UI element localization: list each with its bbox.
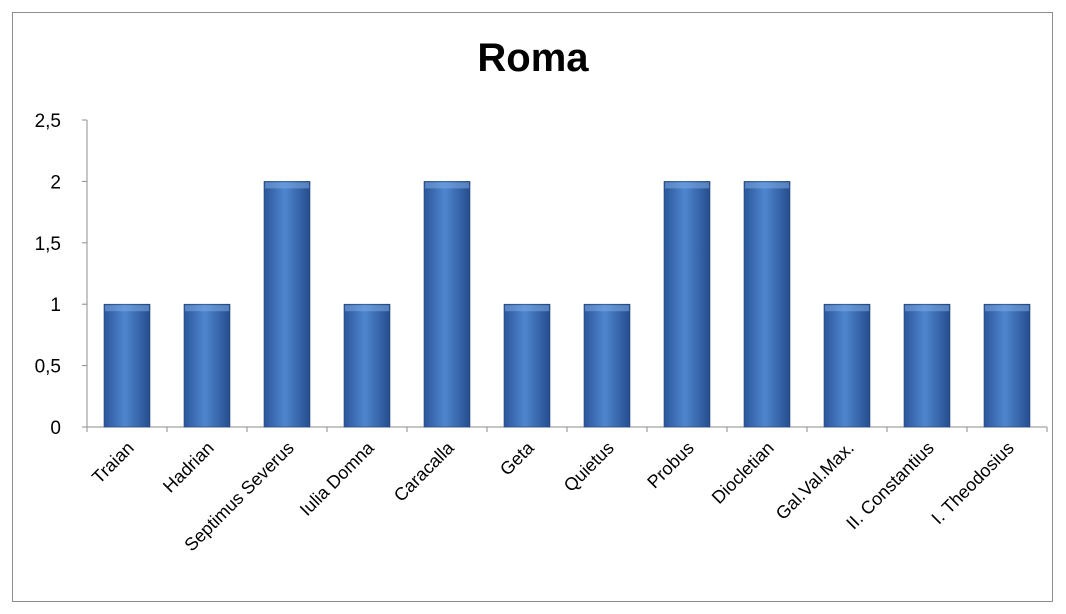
bar <box>503 303 551 428</box>
y-tick-label: 2,5 <box>35 111 61 132</box>
x-tick-label: Iulia Domna <box>296 437 379 520</box>
chart-title: Roma <box>477 36 589 80</box>
bar <box>183 303 231 428</box>
bar <box>263 181 311 428</box>
y-tick-label: 0 <box>50 418 61 439</box>
x-tick-label: I. Theodosius <box>927 438 1017 528</box>
bar-highlight <box>985 305 1029 312</box>
bar <box>903 303 951 428</box>
bar-highlight <box>345 305 389 312</box>
x-tick-label: Probus <box>643 438 697 492</box>
bar <box>983 303 1031 428</box>
x-tick-label: Hadrian <box>159 438 218 497</box>
x-tick-label: Traian <box>88 438 138 488</box>
x-tick-label: Caracalla <box>390 437 459 506</box>
x-tick-label: Diocletian <box>708 438 778 508</box>
y-tick-label: 1 <box>50 295 61 316</box>
bar <box>343 303 391 428</box>
bar-highlight <box>505 305 549 312</box>
bar-highlight <box>105 305 149 312</box>
x-tick-label: Quietus <box>560 438 618 496</box>
bar-highlight <box>185 305 229 312</box>
bar-highlight <box>665 182 709 189</box>
bar-highlight <box>585 305 629 312</box>
bar-highlight <box>745 182 789 189</box>
y-tick-label: 2 <box>50 172 61 193</box>
y-tick-label: 1,5 <box>35 234 61 255</box>
x-tick-label: Gal.Val.Max. <box>772 438 858 524</box>
bar <box>823 303 871 428</box>
y-tick-label: 0,5 <box>35 357 61 378</box>
bar <box>743 181 791 428</box>
bar-highlight <box>425 182 469 189</box>
bar <box>663 181 711 428</box>
bar <box>423 181 471 428</box>
bar-highlight <box>265 182 309 189</box>
bar-highlight <box>905 305 949 312</box>
bar <box>583 303 631 428</box>
bar-highlight <box>825 305 869 312</box>
bar <box>103 303 151 428</box>
x-tick-label: Geta <box>496 437 538 479</box>
